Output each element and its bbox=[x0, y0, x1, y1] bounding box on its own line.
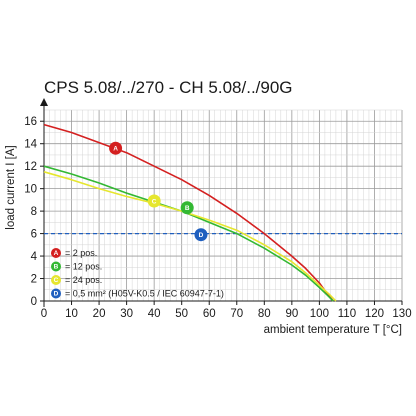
x-tick-label: 0 bbox=[41, 308, 47, 320]
y-tick-label: 4 bbox=[31, 251, 38, 263]
series-line-a bbox=[43, 123, 334, 302]
y-tick-label: 10 bbox=[24, 184, 37, 196]
grid bbox=[43, 109, 403, 302]
series-marker-label: D bbox=[199, 232, 204, 239]
legend-marker-label: B bbox=[54, 264, 59, 271]
y-tick-label: 2 bbox=[31, 274, 37, 286]
x-axis-label: ambient temperature T [°C] bbox=[264, 324, 402, 336]
x-tick-label: 90 bbox=[285, 308, 298, 320]
legend-entry-text: = 24 pos. bbox=[65, 275, 102, 285]
legend-entry-text: = 12 pos. bbox=[65, 262, 102, 272]
legend-marker-b bbox=[51, 261, 61, 272]
x-tick-label: 10 bbox=[65, 308, 78, 320]
x-tick-label: 60 bbox=[203, 308, 216, 320]
series-line-c bbox=[43, 171, 337, 302]
y-axis-label: load current I [A] bbox=[5, 145, 17, 229]
y-tick-label: 12 bbox=[24, 161, 37, 173]
legend-marker-c bbox=[51, 275, 61, 285]
y-axis-arrow bbox=[40, 98, 48, 106]
series-lines bbox=[43, 123, 402, 302]
series-marker-label: C bbox=[152, 198, 157, 205]
x-tick-label: 40 bbox=[148, 308, 161, 320]
legend-marker-label: D bbox=[54, 291, 59, 298]
legend-marker-label: C bbox=[54, 277, 59, 284]
legend-marker-d bbox=[51, 288, 61, 299]
series-line-b bbox=[43, 165, 334, 302]
x-tick-label: 50 bbox=[175, 308, 188, 320]
legend-marker-label: A bbox=[54, 250, 59, 257]
x-tick-label: 70 bbox=[230, 308, 243, 320]
series-marker-d bbox=[194, 228, 208, 242]
y-tick-label: 6 bbox=[31, 229, 37, 241]
x-tick-label: 110 bbox=[338, 308, 356, 320]
x-tick-label: 20 bbox=[93, 308, 106, 320]
x-tick-label: 120 bbox=[365, 308, 384, 320]
x-tick-label: 100 bbox=[310, 308, 329, 320]
x-tick-label: 80 bbox=[258, 308, 271, 320]
series-marker-c bbox=[147, 194, 161, 208]
series-markers: A B C D bbox=[109, 141, 208, 242]
y-tick-label: 14 bbox=[24, 139, 37, 151]
x-tick-label: 30 bbox=[120, 308, 133, 320]
y-tick-label: 8 bbox=[31, 206, 37, 218]
x-tick-label: 130 bbox=[392, 308, 411, 320]
y-tick-label: 16 bbox=[24, 116, 37, 128]
legend-entry-text: = 0,5 mm² (H05V-K0.5 / IEC 60947-7-1) bbox=[65, 289, 224, 299]
series-marker-label: A bbox=[113, 146, 118, 153]
axes: 0 10 20 30 40 50 60 70 80 90 100 110 120 130 0 2 4 6 8 10 12… bbox=[24, 98, 412, 320]
legend-entry-text: = 2 pos. bbox=[65, 248, 97, 258]
series-marker-a bbox=[109, 141, 123, 155]
series-marker-b bbox=[180, 201, 194, 215]
chart-title: CPS 5.08/../270 - CH 5.08/../90G bbox=[44, 78, 293, 97]
y-tick-label: 0 bbox=[31, 296, 37, 308]
legend: A = 2 pos. B = 12 pos. C = 24 pos. D = 0,5 mm² … bbox=[51, 248, 224, 299]
legend-marker-a bbox=[51, 248, 61, 258]
series-marker-label: B bbox=[185, 205, 190, 212]
